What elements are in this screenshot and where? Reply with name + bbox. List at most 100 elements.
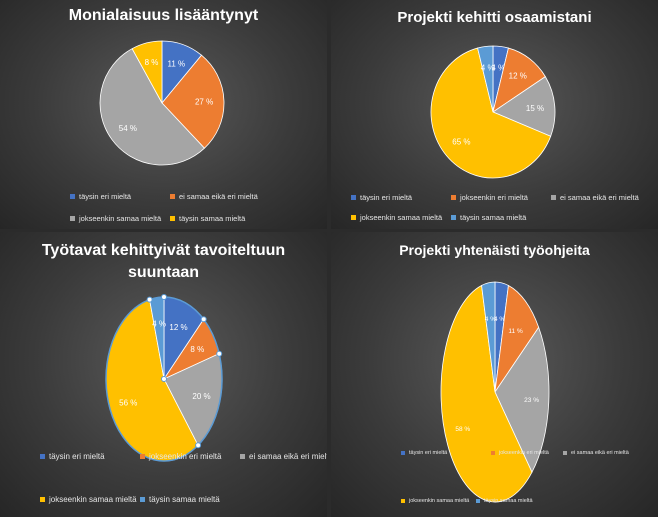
legend-swatch: [351, 195, 356, 200]
pie-chart[interactable]: 12 % 8 % 20 % 56 % 4 %: [0, 232, 327, 517]
legend-item[interactable]: jokseenkin samaa mieltä: [70, 214, 161, 223]
legend-swatch: [140, 454, 145, 459]
legend-swatch: [170, 216, 175, 221]
legend-swatch: [451, 195, 456, 200]
legend-item[interactable]: jokseenkin eri mieltä: [491, 450, 549, 456]
legend-label: täysin samaa mieltä: [484, 498, 533, 504]
pie-slice[interactable]: [440, 284, 533, 503]
data-label: 4 %: [485, 316, 496, 323]
chart-panel-monialaisuus: Monialaisuus lisääntynyt 11 % 27 % 54 % 8 %…: [0, 0, 327, 229]
data-label: 4 %: [152, 320, 166, 329]
legend-item[interactable]: jokseenkin eri mieltä: [140, 452, 221, 461]
legend-swatch: [70, 216, 75, 221]
legend-item[interactable]: ei samaa eikä eri mieltä: [551, 193, 639, 202]
data-label: 8 %: [145, 58, 159, 67]
data-label: 4 %: [494, 316, 505, 323]
legend-label: ei samaa eikä eri mieltä: [560, 193, 639, 202]
data-label: 58 %: [455, 426, 470, 433]
chart-panel-osaaminen: Projekti kehitti osaamistani 4 % 12 % 15 %…: [331, 0, 658, 229]
selection-handle[interactable]: [200, 316, 207, 323]
legend-item[interactable]: ei samaa eikä eri mieltä: [240, 452, 327, 461]
chart-title: Monialaisuus lisääntynyt: [68, 7, 259, 24]
legend-label: ei samaa eikä eri mieltä: [249, 452, 327, 461]
legend-item[interactable]: täysin samaa mieltä: [451, 213, 526, 222]
legend-swatch: [491, 451, 495, 455]
pie-slice[interactable]: [131, 40, 163, 104]
legend-label: täysin samaa mieltä: [179, 214, 246, 223]
legend-swatch: [476, 499, 480, 503]
legend-label: täysin samaa mieltä: [149, 495, 220, 504]
data-label: 12 %: [169, 323, 187, 332]
pie-slice[interactable]: [494, 326, 550, 474]
data-label: 20 %: [192, 392, 210, 401]
data-label: 4 %: [491, 64, 505, 73]
chart-title: Työtavat kehittyivät tavoiteltuun suunta…: [41, 242, 286, 281]
legend-item[interactable]: ei samaa eikä eri mieltä: [170, 192, 258, 201]
data-label: 23 %: [524, 397, 539, 404]
legend-item[interactable]: jokseenkin samaa mieltä: [351, 213, 442, 222]
legend-label: jokseenkin eri mieltä: [499, 450, 549, 456]
legend-item[interactable]: täysin eri mieltä: [70, 192, 131, 201]
pie-chart[interactable]: 11 % 27 % 54 % 8 %: [0, 0, 327, 229]
legend-swatch: [401, 499, 405, 503]
pie-slice[interactable]: [430, 47, 552, 179]
selection-handle[interactable]: [195, 442, 202, 449]
data-label: 12 %: [509, 72, 527, 81]
data-label: 56 %: [119, 399, 137, 408]
legend-label: jokseenkin samaa mieltä: [360, 213, 443, 222]
selection-handle[interactable]: [146, 296, 153, 303]
legend-label: jokseenkin samaa mieltä: [79, 214, 162, 223]
legend-item[interactable]: täysin eri mieltä: [401, 450, 447, 456]
legend-swatch: [240, 454, 245, 459]
data-label: 54 %: [119, 124, 137, 133]
legend-item[interactable]: täysin samaa mieltä: [476, 498, 533, 504]
legend-label: jokseenkin eri mieltä: [460, 193, 528, 202]
legend-item[interactable]: täysin eri mieltä: [351, 193, 412, 202]
pie-chart[interactable]: 4 %11 %23 %58 %4 %: [331, 232, 658, 517]
legend-item[interactable]: jokseenkin samaa mieltä: [401, 498, 469, 504]
data-label: 27 %: [195, 98, 213, 107]
legend-item[interactable]: täysin samaa mieltä: [140, 495, 220, 504]
pie-slice[interactable]: [492, 76, 556, 137]
chart-panel-tyoohjeet: Projekti yhtenäisti työohjeita 4 % 11 % 23…: [331, 232, 658, 517]
legend-swatch: [140, 497, 145, 502]
pie-slice[interactable]: [161, 54, 225, 149]
legend-label: ei samaa eikä eri mieltä: [571, 450, 629, 456]
chart-title: Projekti yhtenäisti työohjeita: [399, 242, 590, 258]
legend-item[interactable]: täysin samaa mieltä: [170, 214, 245, 223]
legend-label: täysin eri mieltä: [79, 192, 132, 201]
selection-handle[interactable]: [216, 350, 223, 357]
legend-label: täysin eri mieltä: [409, 450, 448, 456]
pie-slice[interactable]: [494, 284, 540, 393]
legend-swatch: [351, 215, 356, 220]
selection-handle[interactable]: [161, 376, 167, 382]
pie-slice[interactable]: [481, 281, 496, 393]
legend-label: täysin eri mieltä: [49, 452, 105, 461]
legend-label: jokseenkin eri mieltä: [149, 452, 222, 461]
legend-item[interactable]: jokseenkin eri mieltä: [451, 193, 528, 202]
data-label: 4 %: [481, 64, 495, 73]
legend-swatch: [401, 451, 405, 455]
pie-slice[interactable]: [99, 48, 206, 166]
pie-slice[interactable]: [477, 45, 494, 113]
data-label: 11 %: [167, 59, 185, 68]
selection-handle[interactable]: [161, 294, 167, 300]
legend-swatch: [451, 215, 456, 220]
legend-item[interactable]: täysin eri mieltä: [40, 452, 105, 461]
pie-chart[interactable]: 4 % 12 % 15 % 65 % 4 %: [331, 0, 658, 229]
legend-label: jokseenkin samaa mieltä: [49, 495, 137, 504]
chart-title: Projekti kehitti osaamistani: [397, 9, 592, 26]
legend-swatch: [40, 454, 45, 459]
legend-label: jokseenkin samaa mieltä: [409, 498, 470, 504]
legend-swatch: [170, 194, 175, 199]
legend-item[interactable]: ei samaa eikä eri mieltä: [563, 450, 629, 456]
legend-item[interactable]: jokseenkin samaa mieltä: [40, 495, 137, 504]
chart-panel-tyotavat: Työtavat kehittyivät tavoiteltuun suunta…: [0, 232, 327, 517]
data-label: 65 %: [452, 138, 470, 147]
legend-label: täysin eri mieltä: [360, 193, 413, 202]
legend-swatch: [40, 497, 45, 502]
legend-label: ei samaa eikä eri mieltä: [179, 192, 258, 201]
legend-swatch: [563, 451, 567, 455]
legend-swatch: [551, 195, 556, 200]
